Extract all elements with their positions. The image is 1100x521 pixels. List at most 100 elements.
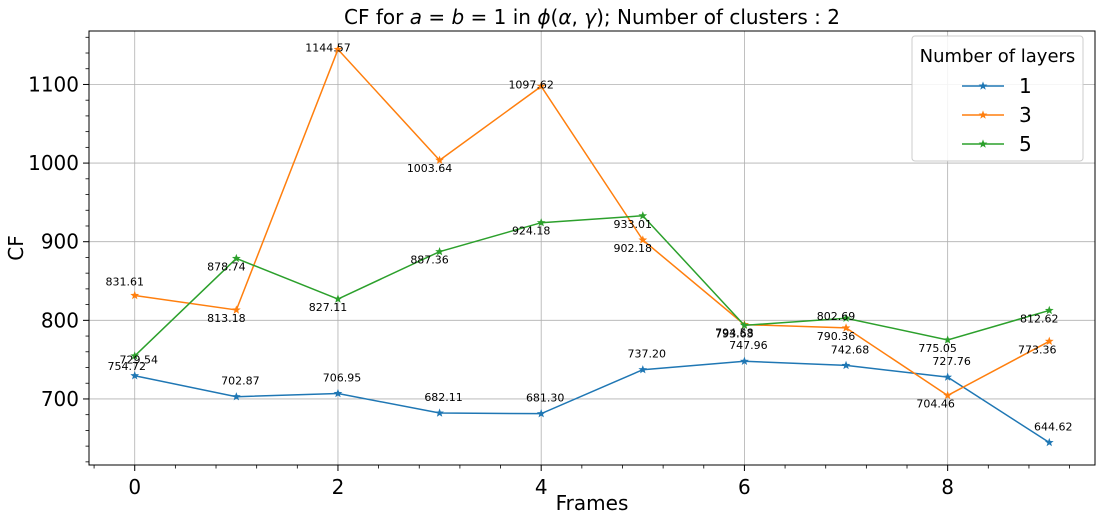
data-label: 702.87	[221, 375, 260, 388]
data-label: 793.63	[715, 327, 754, 340]
series-3-point	[333, 44, 343, 54]
data-label: 812.62	[1020, 312, 1059, 325]
title-part: (	[551, 5, 559, 29]
data-label: 790.36	[817, 330, 856, 343]
data-label: 773.36	[1018, 343, 1057, 356]
data-label: 754.72	[107, 360, 146, 373]
x-tick-label: 8	[941, 475, 954, 499]
series-5-point	[943, 335, 953, 344]
data-label: 644.62	[1034, 420, 1073, 433]
y-tick-label: 900	[41, 230, 79, 254]
chart-title: CF for a = b = 1 in ϕ(α, γ); Number of c…	[344, 5, 840, 29]
legend-entries: 1 3 5	[962, 74, 1032, 156]
series-3-point	[536, 81, 546, 91]
series-1-line	[134, 360, 1050, 444]
data-label: 878.74	[207, 260, 246, 273]
series-5-point	[130, 351, 140, 360]
series-3-point	[943, 390, 953, 400]
title-part: b	[451, 5, 464, 29]
legend-marker	[978, 110, 988, 119]
data-label: 747.96	[729, 339, 768, 352]
legend-title: Number of layers	[920, 46, 1076, 67]
title-part: ϕ	[537, 5, 550, 29]
data-label: 1097.62	[508, 78, 554, 91]
data-label: 924.18	[512, 225, 551, 238]
data-label: 706.95	[323, 371, 362, 384]
legend-label: 1	[1019, 74, 1032, 98]
legend-box	[911, 35, 1084, 162]
data-label: 681.30	[526, 392, 565, 405]
series-3-point	[1044, 336, 1054, 345]
title-part: α	[558, 5, 571, 29]
title-part: ,	[572, 5, 585, 29]
x-axis-label: Frames	[556, 491, 629, 515]
series-group	[130, 44, 1054, 447]
title-part: a	[410, 5, 422, 29]
y-axis-label: CF	[4, 235, 28, 260]
data-label: 933.01	[614, 218, 653, 231]
title-part: =	[422, 5, 451, 29]
x-tick-label: 2	[332, 475, 345, 499]
data-label: 727.76	[932, 355, 971, 368]
data-labels: 729.54 702.87 706.95 682.11 681.30 737.20 747.…	[105, 41, 1072, 433]
data-label: 775.05	[918, 342, 957, 355]
legend-marker	[978, 81, 988, 90]
data-label: 794.58	[715, 327, 754, 340]
legend-marker	[978, 139, 988, 148]
series-5-point	[841, 313, 851, 322]
y-tick-label: 800	[41, 308, 79, 332]
series-5-point	[435, 247, 444, 256]
x-tick-label: 4	[535, 475, 548, 499]
data-label: 704.46	[916, 397, 955, 410]
legend-entry-1: 1	[962, 74, 1032, 98]
plot-frame	[88, 30, 1096, 466]
legend-label: 3	[1019, 103, 1032, 127]
x-tick-label: 6	[738, 475, 751, 499]
y-tick-label: 1100	[28, 72, 79, 96]
series-1-point	[435, 408, 444, 417]
series-5-line	[134, 214, 1050, 357]
legend-label: 5	[1019, 132, 1032, 156]
y-tick-label: 700	[41, 387, 79, 411]
series-3-point	[638, 235, 648, 244]
series-3-point	[130, 290, 140, 300]
x-tick-label: 0	[128, 475, 141, 499]
data-label: 813.18	[207, 312, 246, 325]
series-5-point	[638, 211, 648, 220]
series-1-point	[536, 409, 546, 418]
legend-entry-3: 3	[962, 103, 1032, 127]
title-part: γ	[584, 5, 597, 29]
series-1-point	[943, 372, 953, 381]
series-5-point	[740, 320, 749, 330]
series-5	[130, 211, 1054, 360]
series-1-point	[841, 360, 851, 370]
series-3-point	[435, 155, 444, 164]
series-3-line	[134, 48, 1050, 397]
title-part: = 1 in	[464, 5, 537, 29]
axis-ticks: 0 2 4 6 8 700 800 900 1000 1100	[28, 36, 1070, 499]
title-part: CF for	[344, 5, 410, 29]
data-label: 1003.64	[407, 162, 453, 175]
data-label: 887.36	[410, 254, 449, 267]
data-label: 802.69	[817, 310, 856, 323]
data-label: 827.11	[309, 301, 348, 314]
data-label: 737.20	[628, 348, 667, 361]
series-1	[130, 356, 1054, 447]
legend-entry-5: 5	[962, 132, 1032, 156]
data-label: 729.54	[119, 354, 158, 367]
data-label: 831.61	[105, 275, 144, 288]
series-3-point	[231, 305, 241, 314]
series-5-point	[231, 253, 241, 263]
data-label: 742.68	[831, 343, 870, 356]
series-5-point	[536, 218, 546, 227]
series-1-point	[1044, 437, 1054, 447]
series-1-point	[638, 365, 648, 374]
series-1-point	[231, 392, 241, 401]
y-tick-label: 1000	[28, 151, 79, 175]
data-label: 1144.57	[305, 41, 351, 54]
series-3-point	[841, 323, 851, 332]
data-label: 682.11	[424, 391, 463, 404]
data-label: 902.18	[614, 242, 653, 255]
title-part: ); Number of clusters : 2	[596, 5, 840, 29]
